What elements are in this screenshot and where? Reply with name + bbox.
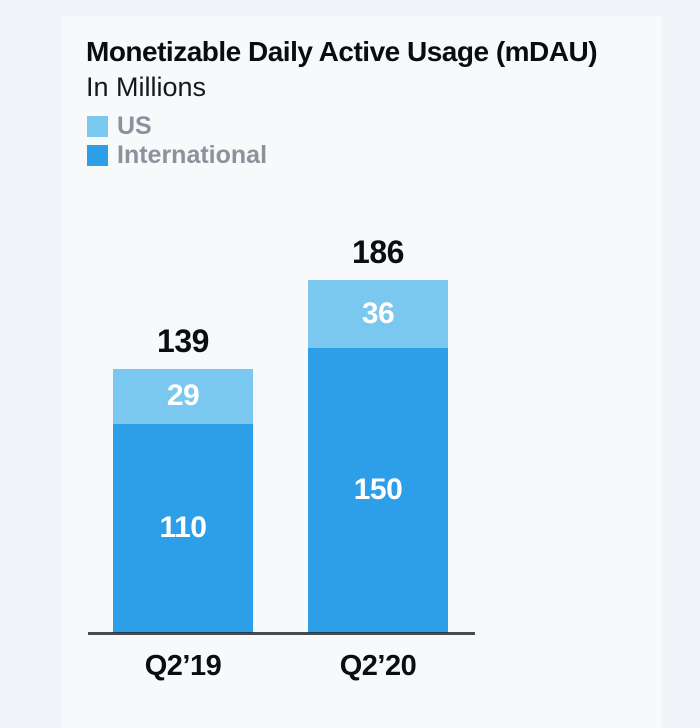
chart-subtitle: In Millions bbox=[86, 72, 207, 102]
legend-label-us: US bbox=[117, 112, 152, 140]
legend-item-us: US bbox=[87, 112, 267, 140]
chart-title: Monetizable Daily Active Usage (mDAU) bbox=[86, 36, 598, 67]
bar-Q2’19: 139 29 110 bbox=[113, 317, 253, 633]
bar-Q2’20: 186 36 150 bbox=[308, 228, 448, 633]
international-segment-value: 110 bbox=[159, 511, 207, 545]
legend-label-international: International bbox=[117, 141, 268, 169]
legend: US International bbox=[87, 112, 268, 174]
international-swatch-icon bbox=[87, 145, 108, 166]
international-segment: 150 bbox=[308, 347, 448, 633]
x-axis-line bbox=[88, 632, 475, 635]
international-segment: 110 bbox=[113, 423, 253, 633]
us-segment-value: 29 bbox=[166, 379, 200, 413]
bar-total-label: 186 bbox=[352, 233, 404, 270]
us-swatch-icon bbox=[87, 116, 108, 137]
x-axis-label: Q2’19 bbox=[144, 650, 222, 682]
us-segment: 36 bbox=[308, 279, 448, 348]
legend-item-international: International bbox=[87, 141, 268, 169]
us-segment: 29 bbox=[113, 368, 253, 424]
x-axis-label: Q2’20 bbox=[339, 650, 417, 682]
international-segment-value: 150 bbox=[353, 473, 403, 507]
bar-total-label: 139 bbox=[157, 322, 209, 359]
us-segment-value: 36 bbox=[361, 296, 395, 330]
